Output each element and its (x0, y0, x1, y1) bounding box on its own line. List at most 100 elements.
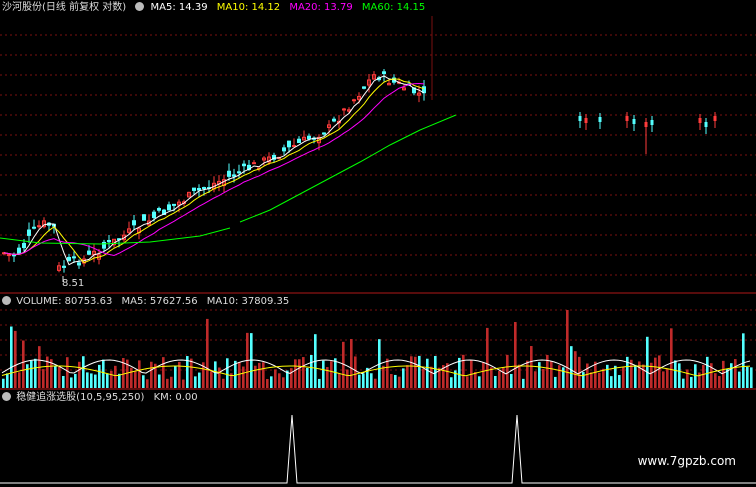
price-legend: 沙河股份(日线 前复权 对数) MA5: 14.39 MA10: 14.12 M… (2, 2, 431, 14)
volume-bar (354, 356, 357, 388)
volume-bar (302, 357, 305, 388)
volume-bar (138, 360, 141, 388)
candle-body (297, 138, 301, 144)
candle-body (352, 99, 356, 102)
volume-bar (10, 326, 13, 388)
ma60-line (0, 227, 231, 245)
moving-average-lines (0, 75, 457, 282)
volume-settings-icon[interactable] (2, 296, 11, 305)
volume-bar (438, 367, 441, 388)
volume-bar (366, 367, 369, 388)
volume-bar (310, 354, 313, 388)
volume-bar (542, 368, 545, 388)
volume-bar (194, 376, 197, 388)
candle-body (192, 187, 196, 191)
ma60-line (239, 114, 457, 223)
volume-bar (590, 372, 593, 388)
candle-body (107, 239, 111, 243)
candle-body (262, 157, 266, 161)
volume-bar (286, 370, 289, 388)
volume-bar (594, 361, 597, 388)
candle-body (267, 156, 271, 163)
volume-bar (262, 362, 265, 388)
volume-bar (206, 318, 209, 388)
candle-body (197, 188, 201, 191)
volume-bar (614, 365, 617, 388)
volume-bar (534, 371, 537, 388)
volume-bar (414, 356, 417, 388)
volume-bar (142, 375, 145, 388)
candle-body (327, 124, 331, 129)
volume-bar (134, 371, 137, 388)
volume-bar (474, 371, 477, 388)
candle-body (644, 122, 648, 127)
volume-bar (730, 363, 733, 388)
candle-body (87, 250, 91, 255)
volume-bar (58, 366, 61, 388)
volume-bar (374, 378, 377, 388)
volume-bar (498, 371, 501, 388)
volume-bar (62, 375, 65, 388)
volume-ma5-value: MA5: 57627.56 (121, 296, 198, 307)
volume-bar (254, 365, 257, 388)
volume-bar (298, 359, 301, 388)
volume-bar (178, 361, 181, 388)
ma10-line (3, 78, 425, 264)
candle-body (132, 220, 136, 226)
ma20-line (3, 83, 425, 256)
volume-bar (190, 358, 193, 388)
volume-bar (406, 365, 409, 388)
volume-bar (550, 361, 553, 388)
volume-bar (242, 366, 245, 388)
volume-bar (50, 359, 53, 388)
volume-bar (422, 368, 425, 388)
candle-body (650, 120, 654, 125)
volume-bar (618, 375, 621, 388)
candle-body (227, 170, 231, 177)
volume-bar (630, 359, 633, 388)
volume-bar (570, 346, 573, 388)
ma60-value: MA60: 14.15 (361, 2, 426, 13)
volume-bar (490, 367, 493, 388)
candle-body (387, 82, 391, 86)
candle-body (625, 116, 629, 121)
volume-bar (110, 370, 113, 388)
volume-bar (446, 363, 449, 388)
low-price-label: 8.51 (62, 278, 85, 289)
volume-bar (382, 365, 385, 388)
volume-bar (718, 376, 721, 388)
candle-body (22, 242, 26, 249)
volume-bar (106, 373, 109, 388)
volume-bar (162, 357, 165, 388)
volume-bar (74, 373, 77, 388)
volume-bar (734, 359, 737, 388)
volume-bar (274, 369, 277, 388)
candle-body (32, 226, 36, 229)
candle-body (127, 228, 131, 233)
volume-bar (214, 361, 217, 388)
volume-bar (522, 378, 525, 388)
volume-bar (538, 362, 541, 388)
volume-bar (702, 365, 705, 388)
volume-bar (22, 340, 25, 388)
volume-bar (82, 356, 85, 388)
volume-bar (94, 374, 97, 388)
indicator-settings-icon[interactable] (2, 392, 11, 401)
candlesticks (2, 69, 717, 273)
candle-body (67, 256, 71, 262)
indicator-title: 稳健追涨选股(10,5,95,250) (16, 392, 145, 403)
candle-body (417, 92, 421, 96)
volume-bar (546, 354, 549, 388)
volume-bar (514, 322, 517, 388)
candle-body (177, 201, 181, 206)
volume-bar (170, 376, 173, 388)
volume-bar (462, 354, 465, 388)
volume-bar (266, 379, 269, 388)
volume-bar (226, 358, 229, 388)
volume-bar (362, 373, 365, 388)
volume-ma5-line (1, 359, 751, 375)
volume-bar (426, 358, 429, 388)
price-grid (0, 16, 756, 390)
candle-body (578, 116, 582, 121)
settings-icon[interactable] (135, 2, 145, 11)
